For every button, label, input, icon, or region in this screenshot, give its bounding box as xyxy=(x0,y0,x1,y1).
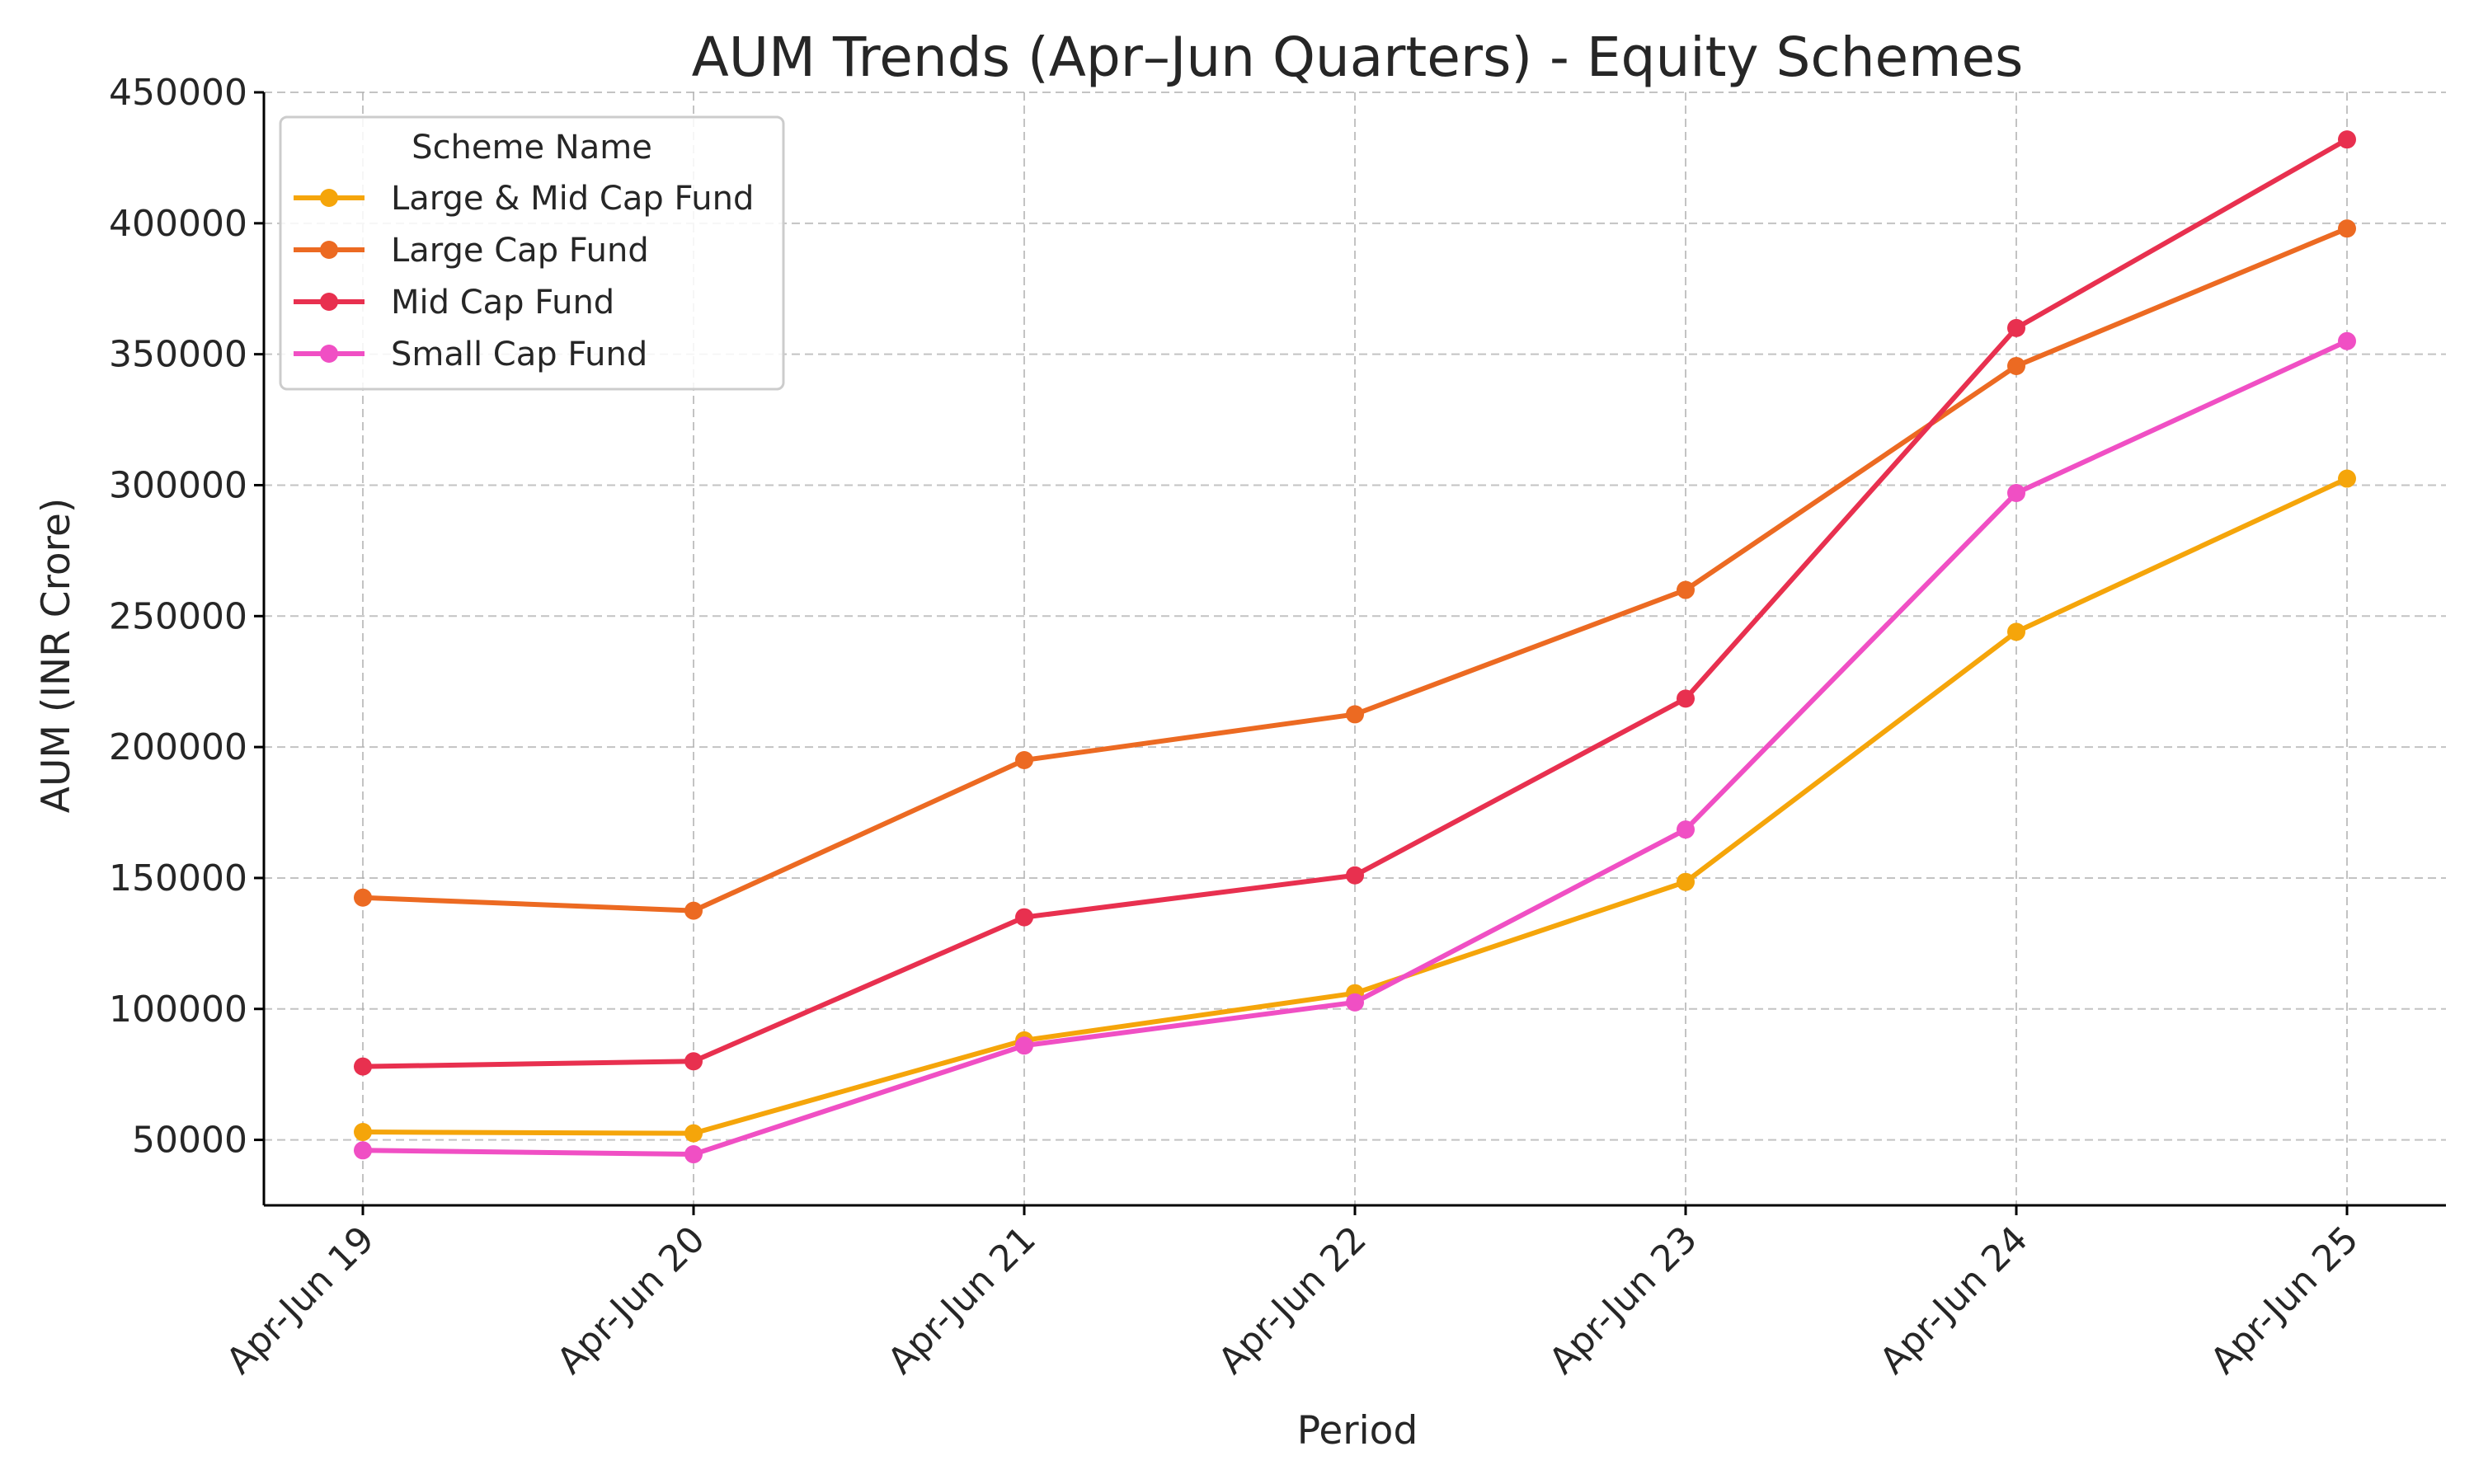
legend-title: Scheme Name xyxy=(412,129,652,167)
data-point xyxy=(1677,820,1695,839)
data-point xyxy=(1015,1036,1033,1055)
y-tick-label: 250000 xyxy=(109,595,247,637)
y-tick-label: 350000 xyxy=(109,334,247,376)
data-point xyxy=(1677,689,1695,708)
data-point xyxy=(2007,622,2025,641)
x-tick-label: Apr-Jun 19 xyxy=(219,1219,383,1383)
legend-box xyxy=(279,115,785,391)
x-tick-label: Apr-Jun 24 xyxy=(1872,1219,2036,1383)
legend-swatch-marker xyxy=(320,293,338,311)
x-tick-label: Apr-Jun 25 xyxy=(2203,1219,2367,1383)
data-point xyxy=(1677,580,1695,599)
legend: Scheme Name Large & Mid Cap Fund Large Ca… xyxy=(279,115,785,391)
y-tick-label: 150000 xyxy=(109,857,247,899)
chart-title: AUM Trends (Apr–Jun Quarters) - Equity S… xyxy=(692,26,2024,89)
x-tick-label: Apr-Jun 22 xyxy=(1211,1219,1375,1383)
data-point xyxy=(354,888,372,907)
data-point xyxy=(684,1145,703,1164)
legend-swatch-marker xyxy=(320,345,338,363)
data-point xyxy=(2007,318,2025,337)
y-tick-label: 200000 xyxy=(109,726,247,768)
data-point xyxy=(2338,469,2356,488)
data-point xyxy=(2007,484,2025,502)
data-point xyxy=(354,1123,372,1142)
data-point xyxy=(684,1124,703,1143)
legend-swatch-marker xyxy=(320,189,338,207)
data-point xyxy=(1346,866,1364,885)
data-point xyxy=(2338,130,2356,149)
y-axis-label: AUM (INR Crore) xyxy=(34,498,79,813)
data-point xyxy=(1015,908,1033,927)
data-point xyxy=(354,1141,372,1160)
y-tick-label: 100000 xyxy=(109,989,247,1031)
legend-label: Large Cap Fund xyxy=(391,232,649,270)
y-tick-label: 300000 xyxy=(109,464,247,506)
x-tick-label: Apr-Jun 21 xyxy=(880,1219,1044,1383)
data-point xyxy=(354,1057,372,1076)
data-point xyxy=(684,1052,703,1071)
legend-swatch-marker xyxy=(320,241,338,259)
legend-label: Large & Mid Cap Fund xyxy=(391,180,754,218)
data-point xyxy=(1677,872,1695,891)
data-point xyxy=(2338,219,2356,238)
data-point xyxy=(1346,993,1364,1012)
legend-label: Small Cap Fund xyxy=(391,336,647,373)
y-tick-label: 400000 xyxy=(109,203,247,245)
data-point xyxy=(1015,751,1033,769)
legend-label: Mid Cap Fund xyxy=(391,284,614,322)
x-tick-label: Apr-Jun 23 xyxy=(1541,1219,1705,1383)
y-tick-label: 450000 xyxy=(109,72,247,114)
data-point xyxy=(2338,331,2356,350)
data-point xyxy=(684,901,703,920)
data-point xyxy=(1346,705,1364,724)
x-tick-label: Apr-Jun 20 xyxy=(549,1219,713,1383)
y-tick-label: 50000 xyxy=(132,1120,247,1162)
x-axis-label: Period xyxy=(1297,1408,1418,1453)
series-lines xyxy=(354,130,2356,1164)
data-point xyxy=(2007,356,2025,375)
